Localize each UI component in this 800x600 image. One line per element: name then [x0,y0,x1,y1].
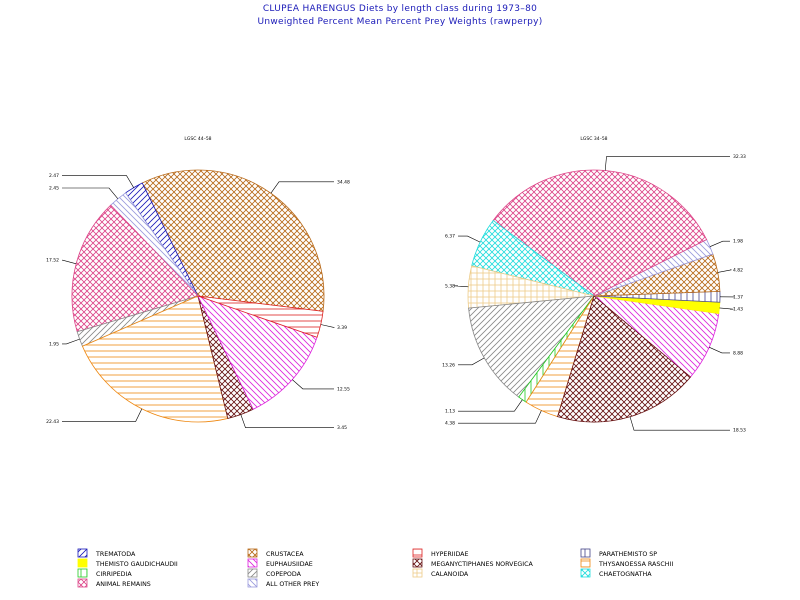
leader-line [62,259,77,265]
legend-swatch [247,578,258,588]
slice-value-label: 13.26 [442,362,455,368]
slice-value-label: 34.48 [337,179,350,185]
legend-item-chaetognatha: CHAETOGNATHA [580,568,652,578]
legend-label: ALL OTHER PREY [266,581,319,588]
pie-chart-1: LGSC 44–58 34.48 2.47 2.45 17.52 1.95 22.43 3.4… [46,136,350,431]
legend-label: THEMISTO GAUDICHAUDII [95,561,178,568]
pie-title: LGSC 34–58 [580,136,607,142]
legend-swatch [77,578,88,588]
legend-item-calanoida: CALANOIDA [412,568,469,578]
legend-swatch [412,558,423,568]
legend-label: CHAETOGNATHA [599,571,652,578]
legend-swatch [77,548,88,558]
slice-value-label: 1.43 [733,307,743,313]
slice-value-label: 8.88 [733,350,743,356]
leader-line [458,399,523,412]
slice-value-label: 1.95 [49,341,59,347]
chart-subtitle: Unweighted Percent Mean Percent Prey Wei… [257,17,543,27]
legend-swatch [247,558,258,568]
legend-item-thysanoessa: THYSANOESSA RASCHII [580,558,673,568]
slice-value-label: 4.38 [445,421,455,427]
slice-value-label: 3.45 [337,425,347,431]
legend-label: HYPERIIDAE [431,551,468,558]
leader-line [62,408,143,422]
legend-label: THYSANOESSA RASCHII [598,561,673,568]
legend-swatch [77,558,88,568]
legend-label: PARATHEMISTO SP [599,551,657,558]
legend-label: CRUSTACEA [266,551,304,558]
legend-swatch [247,548,258,558]
leader-line [270,181,334,194]
legend-item-animal_remains: ANIMAL REMAINS [77,578,151,588]
leader-line [719,307,734,310]
legend-label: ANIMAL REMAINS [96,581,151,588]
legend-item-crustacea: CRUSTACEA [247,548,304,558]
leader-line [629,416,730,431]
slice-value-label: 18.53 [733,428,746,434]
slice-value-label: 1.13 [445,409,455,415]
legend-label: MEGANYCTIPHANES NORVEGICA [431,561,534,568]
legend-item-all_other: ALL OTHER PREY [247,578,319,588]
legend-swatch [580,548,591,558]
legend-swatch [77,568,88,578]
leader-line [292,379,334,390]
legend-item-parathemisto: PARATHEMISTO SP [580,548,657,558]
legend-item-hyperiidae: HYPERIIDAE [412,548,468,558]
legend-label: COPEPODA [266,571,302,578]
legend-item-cirripedia: CIRRIPEDIA [77,568,132,578]
leader-line [458,235,481,243]
leader-line [320,324,335,328]
leader-line [709,240,730,247]
legend-item-meganyctiphanes: MEGANYCTIPHANES NORVEGICA [412,558,534,568]
leader-line [240,414,334,429]
leader-line [458,410,542,424]
leader-line [62,187,119,199]
legend-label: TREMATODA [95,551,136,558]
slice-value-label: 17.52 [46,258,59,264]
legend-label: CALANOIDA [431,571,469,578]
pie-slice-crustacea [141,169,325,312]
legend-item-copepoda: COPEPODA [247,568,302,578]
leader-line [458,357,485,366]
slice-value-label: 12.55 [337,386,350,392]
legend-swatch [247,568,258,578]
slice-value-label: 6.37 [445,234,455,240]
legend-label: CIRRIPEDIA [96,571,132,578]
slice-value-label: 3.39 [337,325,347,331]
legend-label: EUPHAUSIIDAE [266,561,313,568]
legend-item-euphausiidae: EUPHAUSIIDAE [247,558,313,568]
leader-line [454,285,469,288]
leader-line [62,338,80,345]
legend-swatch [580,558,591,568]
pie-chart-2: LGSC 34–58 8.88 1.43 1.37 4.82 1.98 32.33 6.37 5… [442,136,746,434]
leader-line [604,156,730,171]
slice-value-label: 22.43 [46,419,59,425]
pie-slice-thysanoessa [81,295,229,423]
chart-title: CLUPEA HARENGUS Diets by length class du… [262,4,538,14]
leader-line [708,346,730,354]
leader-line [717,269,732,273]
slice-value-label: 2.47 [49,173,59,179]
slice-value-label: 1.37 [733,294,743,300]
legend-item-themisto: THEMISTO GAUDICHAUDII [77,558,178,568]
legend-swatch [412,548,423,558]
slice-value-label: 4.82 [733,267,743,273]
pie-slice-euphausiidae [197,295,318,410]
slice-value-label: 2.45 [49,185,59,191]
legend-item-trematoda: TREMATODA [77,548,136,558]
slice-value-label: 5.38 [445,283,455,289]
legend-swatch [412,568,423,578]
slice-value-label: 1.98 [733,239,743,245]
pie-slice-animal_remains [71,204,199,333]
legend-swatch [580,568,591,578]
pie-title: LGSC 44–58 [184,136,211,142]
slice-value-label: 32.33 [733,154,746,160]
leader-line [62,175,134,188]
